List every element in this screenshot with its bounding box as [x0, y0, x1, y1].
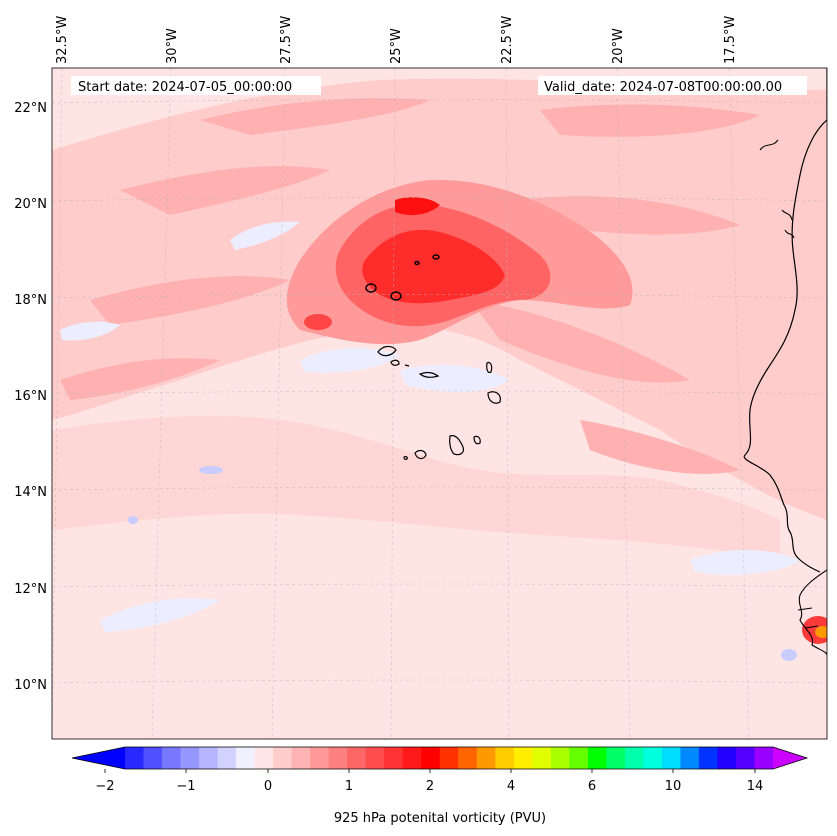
pv-light-region-2	[52, 415, 780, 560]
colorbar-cell	[513, 747, 533, 769]
lon-label: 22.5°W	[500, 16, 515, 64]
pv-negative-patches	[60, 221, 800, 632]
colorbar-left-arrow	[72, 747, 125, 769]
lon-label: 32.5°W	[55, 16, 70, 64]
canary-coast-fragment	[759, 139, 795, 239]
colorbar-tick-label: 0	[264, 779, 272, 794]
colorbar-tick-label: −1	[176, 779, 195, 794]
colorbar-tick-label: 4	[507, 779, 515, 794]
colorbar-tick-label: −2	[95, 779, 114, 794]
island-santiago	[449, 435, 465, 456]
colorbar-cell	[606, 747, 626, 769]
pv-local-max-west	[304, 314, 332, 330]
map-frame	[51, 67, 828, 740]
colorbar-cell	[643, 747, 663, 769]
colorbar-tick-label: 6	[588, 779, 596, 794]
lon-label: 27.5°W	[279, 16, 294, 64]
island-sao-nicolau	[418, 371, 440, 378]
africa-coastline	[743, 68, 827, 573]
lon-label: 30°W	[165, 28, 180, 64]
colorbar-label: 925 hPa potenital vorticity (PVU)	[334, 811, 546, 826]
island-maio	[473, 435, 481, 445]
colorbar-cell	[180, 747, 200, 769]
lon-label: 17.5°W	[723, 16, 738, 64]
valid-date-box	[538, 76, 807, 95]
lon-label: 20°W	[611, 28, 626, 64]
colorbar-tick-label: 14	[747, 779, 764, 794]
pv-coastal-hotspot	[802, 616, 827, 644]
colorbar-cell	[236, 747, 256, 769]
colorbar-cell	[624, 747, 644, 769]
island-fogo	[414, 449, 427, 460]
colorbar-cell	[125, 747, 145, 769]
lon-label: 25°W	[389, 28, 404, 64]
lat-label: 18°N	[14, 293, 47, 308]
colorbar-cell	[569, 747, 589, 769]
longitude-labels: 32.5°W 30°W 27.5°W 25°W 22.5°W 20°W 17.5…	[55, 16, 738, 64]
colorbar-cell	[291, 747, 311, 769]
colorbar-cell	[698, 747, 719, 769]
colorbar-tick-label: 10	[665, 779, 682, 794]
colorbar-cell	[754, 747, 774, 769]
colorbar-cell	[199, 747, 219, 769]
colorbar-cell	[476, 747, 496, 769]
colorbar-cell	[532, 747, 552, 769]
island-brava	[403, 456, 408, 460]
pv-medium-streaks	[60, 98, 760, 474]
colorbar-cell	[143, 747, 163, 769]
latitude-labels: 22°N 20°N 18°N 16°N 14°N 12°N 10°N	[14, 101, 47, 693]
colorbar-tick-labels: −2 −1 0 1 2 4 6 10 14	[95, 779, 763, 794]
cape-verde-islands	[377, 345, 501, 460]
island-boa-vista	[487, 391, 501, 404]
lat-label: 12°N	[14, 582, 47, 597]
colorbar-ticks	[104, 769, 756, 773]
colorbar-cell	[310, 747, 330, 769]
colorbar: −2 −1 0 1 2 4 6 10 14 925 hPa potenital …	[71, 746, 809, 826]
colorbar-cell	[162, 747, 182, 769]
graticule	[52, 68, 827, 739]
lat-label: 14°N	[14, 485, 47, 500]
island-sal	[486, 361, 493, 374]
colorbar-tick-label: 1	[345, 779, 353, 794]
colorbar-cell	[347, 747, 367, 769]
pv-max-region	[362, 229, 505, 304]
colorbar-cell	[217, 747, 237, 769]
guinea-bissau-coast	[797, 569, 827, 656]
colorbar-cell	[439, 747, 459, 769]
pv-negative-spots	[128, 466, 797, 661]
map-panel	[52, 68, 827, 739]
island-sao-vicente	[390, 359, 400, 366]
lat-label: 16°N	[14, 389, 47, 404]
lat-label: 20°N	[14, 197, 47, 212]
colorbar-cell	[587, 747, 607, 769]
colorbar-outline	[71, 746, 809, 770]
pv-max-contours	[365, 254, 440, 301]
colorbar-cells	[125, 747, 774, 769]
colorbar-tick-label: 2	[426, 779, 434, 794]
colorbar-cell	[273, 747, 293, 769]
colorbar-cell	[421, 747, 441, 769]
island-small-1	[404, 364, 410, 367]
colorbar-cell	[550, 747, 570, 769]
island-santo-antao	[377, 345, 397, 357]
colorbar-cell	[717, 747, 737, 769]
colorbar-cell	[384, 747, 404, 769]
start-date: Start date: 2024-07-05_00:00:00	[78, 80, 292, 95]
lat-label: 22°N	[14, 101, 47, 116]
colorbar-right-arrow	[773, 747, 807, 769]
pv-max-region-2	[395, 197, 440, 216]
colorbar-cell	[365, 747, 385, 769]
colorbar-cell	[735, 747, 756, 769]
colorbar-cell	[680, 747, 700, 769]
colorbar-cell	[458, 747, 478, 769]
valid-date: Valid_date: 2024-07-08T00:00:00.00	[544, 80, 782, 95]
colorbar-cell	[402, 747, 422, 769]
start-date-box	[71, 76, 321, 95]
colorbar-cell	[661, 747, 682, 769]
colorbar-cell	[254, 747, 274, 769]
colorbar-cell	[495, 747, 515, 769]
colorbar-cell	[328, 747, 348, 769]
lat-label: 10°N	[14, 678, 47, 693]
